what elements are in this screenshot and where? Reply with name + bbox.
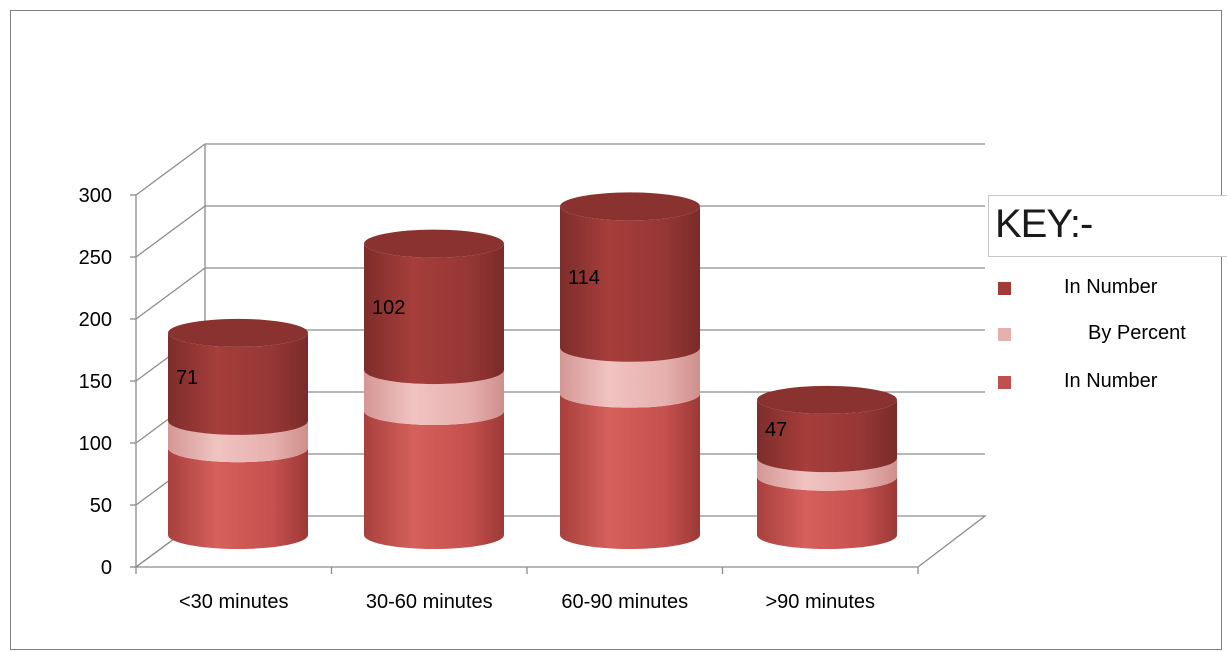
bar-cylinder [364, 229, 504, 549]
legend-item-in-number-top: In Number [998, 276, 1198, 300]
data-label: 114 [568, 267, 600, 289]
side-wall-line [135, 205, 206, 258]
x-category-label: 60-90 minutes [561, 591, 688, 613]
bar-segment-in-number-bottom [560, 393, 700, 549]
bar-segment-in-number-top [168, 332, 308, 435]
bar-top-cap [364, 229, 504, 258]
bar-segment-in-number-bottom [364, 411, 504, 549]
bar-cylinder [168, 318, 308, 549]
legend-label: In Number [1064, 370, 1158, 392]
legend-label: In Number [1064, 276, 1158, 298]
y-tick-label: 150 [79, 371, 112, 393]
bar-segment-by-percent [757, 458, 897, 491]
bar-segment-in-number-top [364, 243, 504, 385]
x-category-label: 30-60 minutes [366, 591, 493, 613]
bar-top-cap [757, 385, 897, 414]
bar-cylinder [757, 385, 897, 549]
side-wall-line [135, 267, 206, 320]
bar-segment-by-percent [168, 420, 308, 463]
legend-label: By Percent [1088, 322, 1186, 344]
legend-item-by-percent: By Percent [998, 322, 1218, 346]
y-tick-label: 50 [90, 495, 112, 517]
legend-title-box: KEY:- [988, 195, 1227, 257]
data-label: 102 [372, 297, 405, 319]
bar-segment-by-percent [364, 370, 504, 425]
bar-segment-in-number-bottom [168, 448, 308, 549]
legend-swatch [998, 282, 1011, 295]
bar-segment-in-number-bottom [757, 476, 897, 549]
side-wall-line [135, 143, 206, 196]
x-category-label: >90 minutes [765, 591, 875, 613]
legend-swatch [998, 328, 1011, 341]
data-label: 71 [176, 367, 198, 389]
legend-title: KEY:- [995, 202, 1093, 246]
data-label: 47 [765, 419, 787, 441]
bar-top-cap [560, 192, 700, 221]
y-tick-label: 250 [79, 247, 112, 269]
bar-segment-by-percent [560, 347, 700, 408]
legend-item-in-number-bottom: In Number [998, 370, 1198, 394]
bar-segment-in-number-top [757, 399, 897, 473]
x-category-label: <30 minutes [179, 591, 289, 613]
bar-top-cap [168, 318, 308, 347]
bar-segment-in-number-top [560, 206, 700, 362]
y-tick-label: 300 [79, 185, 112, 207]
y-tick-label: 100 [79, 433, 112, 455]
y-tick-label: 0 [101, 557, 112, 579]
y-tick-label: 200 [79, 309, 112, 331]
bar-cylinder [560, 192, 700, 549]
legend-swatch [998, 376, 1011, 389]
